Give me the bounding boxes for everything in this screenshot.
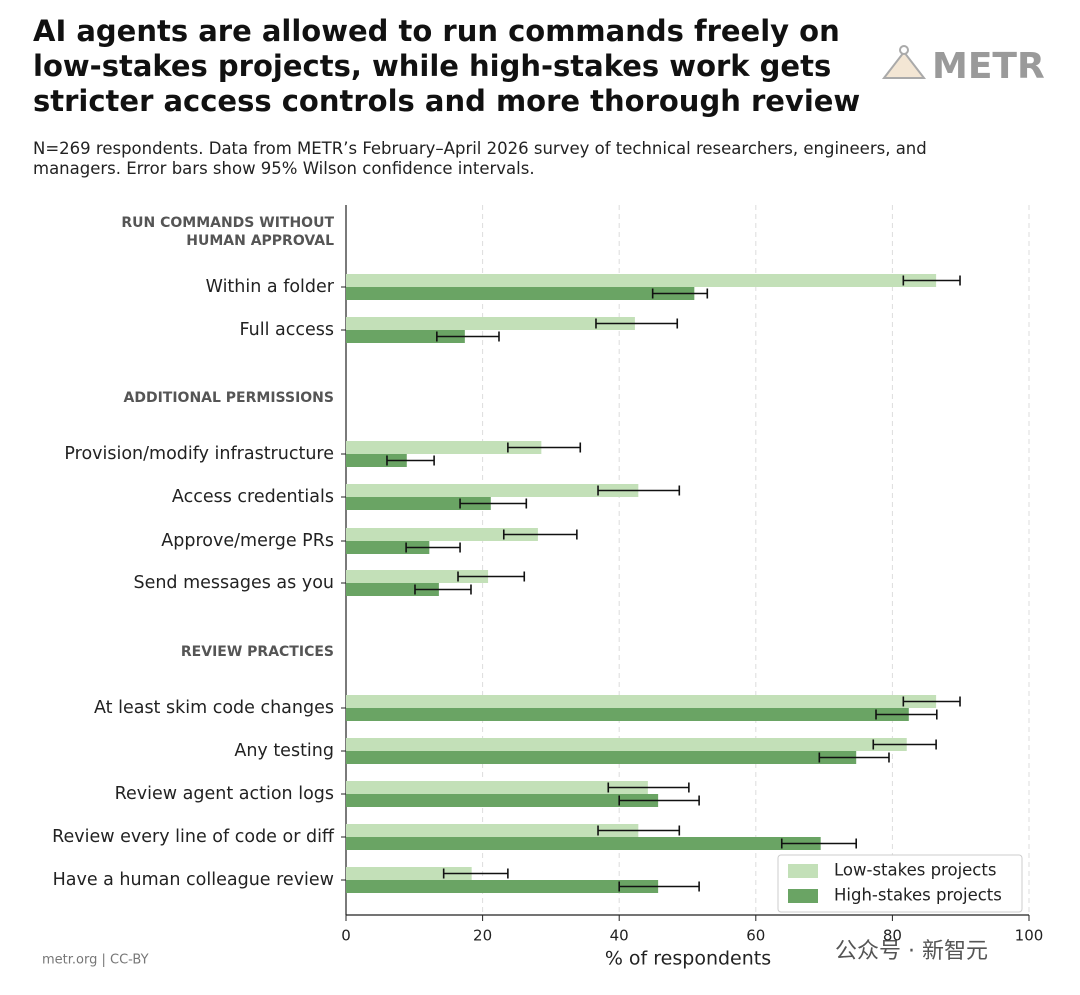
x-tick-label: 60: [746, 927, 765, 945]
bar: [346, 441, 542, 454]
error-bar: [902, 275, 961, 286]
bar: [346, 497, 491, 510]
x-tick-label: 80: [883, 927, 902, 945]
error-bar: [618, 881, 700, 892]
group-header: RUN COMMANDS WITHOUT HUMAN APPROVAL: [121, 215, 334, 249]
bar: [346, 274, 937, 287]
error-bar: [597, 485, 681, 496]
bar: [346, 738, 907, 751]
error-bar: [618, 795, 700, 806]
y-tick-label: Access credentials: [172, 487, 334, 507]
bar: [346, 824, 639, 837]
chart-subtitle: N=269 respondents. Data from METR’s Febr…: [33, 139, 927, 178]
bar: [346, 454, 407, 467]
error-bar: [507, 442, 582, 453]
logo: METR: [932, 46, 1045, 87]
bar: [346, 484, 639, 497]
y-tick-label: At least skim code changes: [94, 698, 334, 718]
bar: [346, 287, 695, 300]
error-bar: [875, 709, 938, 720]
error-bar: [651, 288, 709, 299]
error-bar: [414, 584, 472, 595]
chart-title: AI agents are allowed to run commands fr…: [33, 14, 861, 118]
watermark: 公众号 · 新智元: [835, 939, 988, 964]
bar: [346, 528, 538, 541]
y-tick-label: Any testing: [234, 741, 334, 761]
legend-box: [777, 854, 1023, 913]
error-bar: [597, 825, 681, 836]
bar: [346, 317, 635, 330]
error-bar: [459, 498, 528, 509]
y-tick-label: Send messages as you: [133, 573, 334, 593]
y-tick-label: Full access: [240, 320, 334, 340]
error-bar: [902, 696, 961, 707]
x-tick-label: 40: [610, 927, 629, 945]
bar: [346, 570, 489, 583]
bar: [346, 880, 659, 893]
y-tick-label: Review every line of code or diff: [52, 827, 335, 847]
x-axis-label: % of respondents: [605, 948, 771, 970]
bar: [346, 867, 472, 880]
y-tick-label: Have a human colleague review: [53, 870, 334, 890]
legend-label: Low-stakes projects: [834, 861, 996, 880]
y-tick-label: Approve/merge PRs: [161, 531, 334, 551]
error-bar: [872, 739, 937, 750]
x-tick-label: 100: [1015, 927, 1044, 945]
error-bar: [502, 529, 578, 540]
group-header: ADDITIONAL PERMISSIONS: [123, 390, 335, 406]
error-bar: [386, 455, 435, 466]
y-tick-label: Provision/modify infrastructure: [64, 444, 334, 464]
error-bar: [436, 331, 500, 342]
x-tick-label: 20: [473, 927, 492, 945]
group-header: REVIEW PRACTICES: [180, 644, 334, 660]
error-bar: [457, 571, 526, 582]
error-bar: [595, 318, 679, 329]
error-bar: [818, 752, 890, 763]
bar: [346, 330, 465, 343]
bar: [346, 837, 821, 850]
bar: [346, 708, 909, 721]
bar: [346, 695, 937, 708]
bar: [346, 541, 430, 554]
y-tick-label: Review agent action logs: [115, 784, 334, 804]
x-tick-label: 0: [341, 927, 351, 945]
bar: [346, 781, 648, 794]
legend-label: High-stakes projects: [834, 886, 1002, 905]
logo-icon: [881, 45, 927, 79]
bar: [346, 751, 857, 764]
footer: metr.org | CC-BY: [42, 953, 149, 968]
bar: [346, 794, 659, 807]
error-bar: [442, 868, 509, 879]
error-bar: [607, 782, 690, 793]
legend-swatch: [788, 864, 818, 878]
legend-swatch: [788, 889, 818, 903]
error-bar: [405, 542, 461, 553]
error-bar: [780, 838, 858, 849]
y-tick-label: Within a folder: [206, 277, 335, 297]
